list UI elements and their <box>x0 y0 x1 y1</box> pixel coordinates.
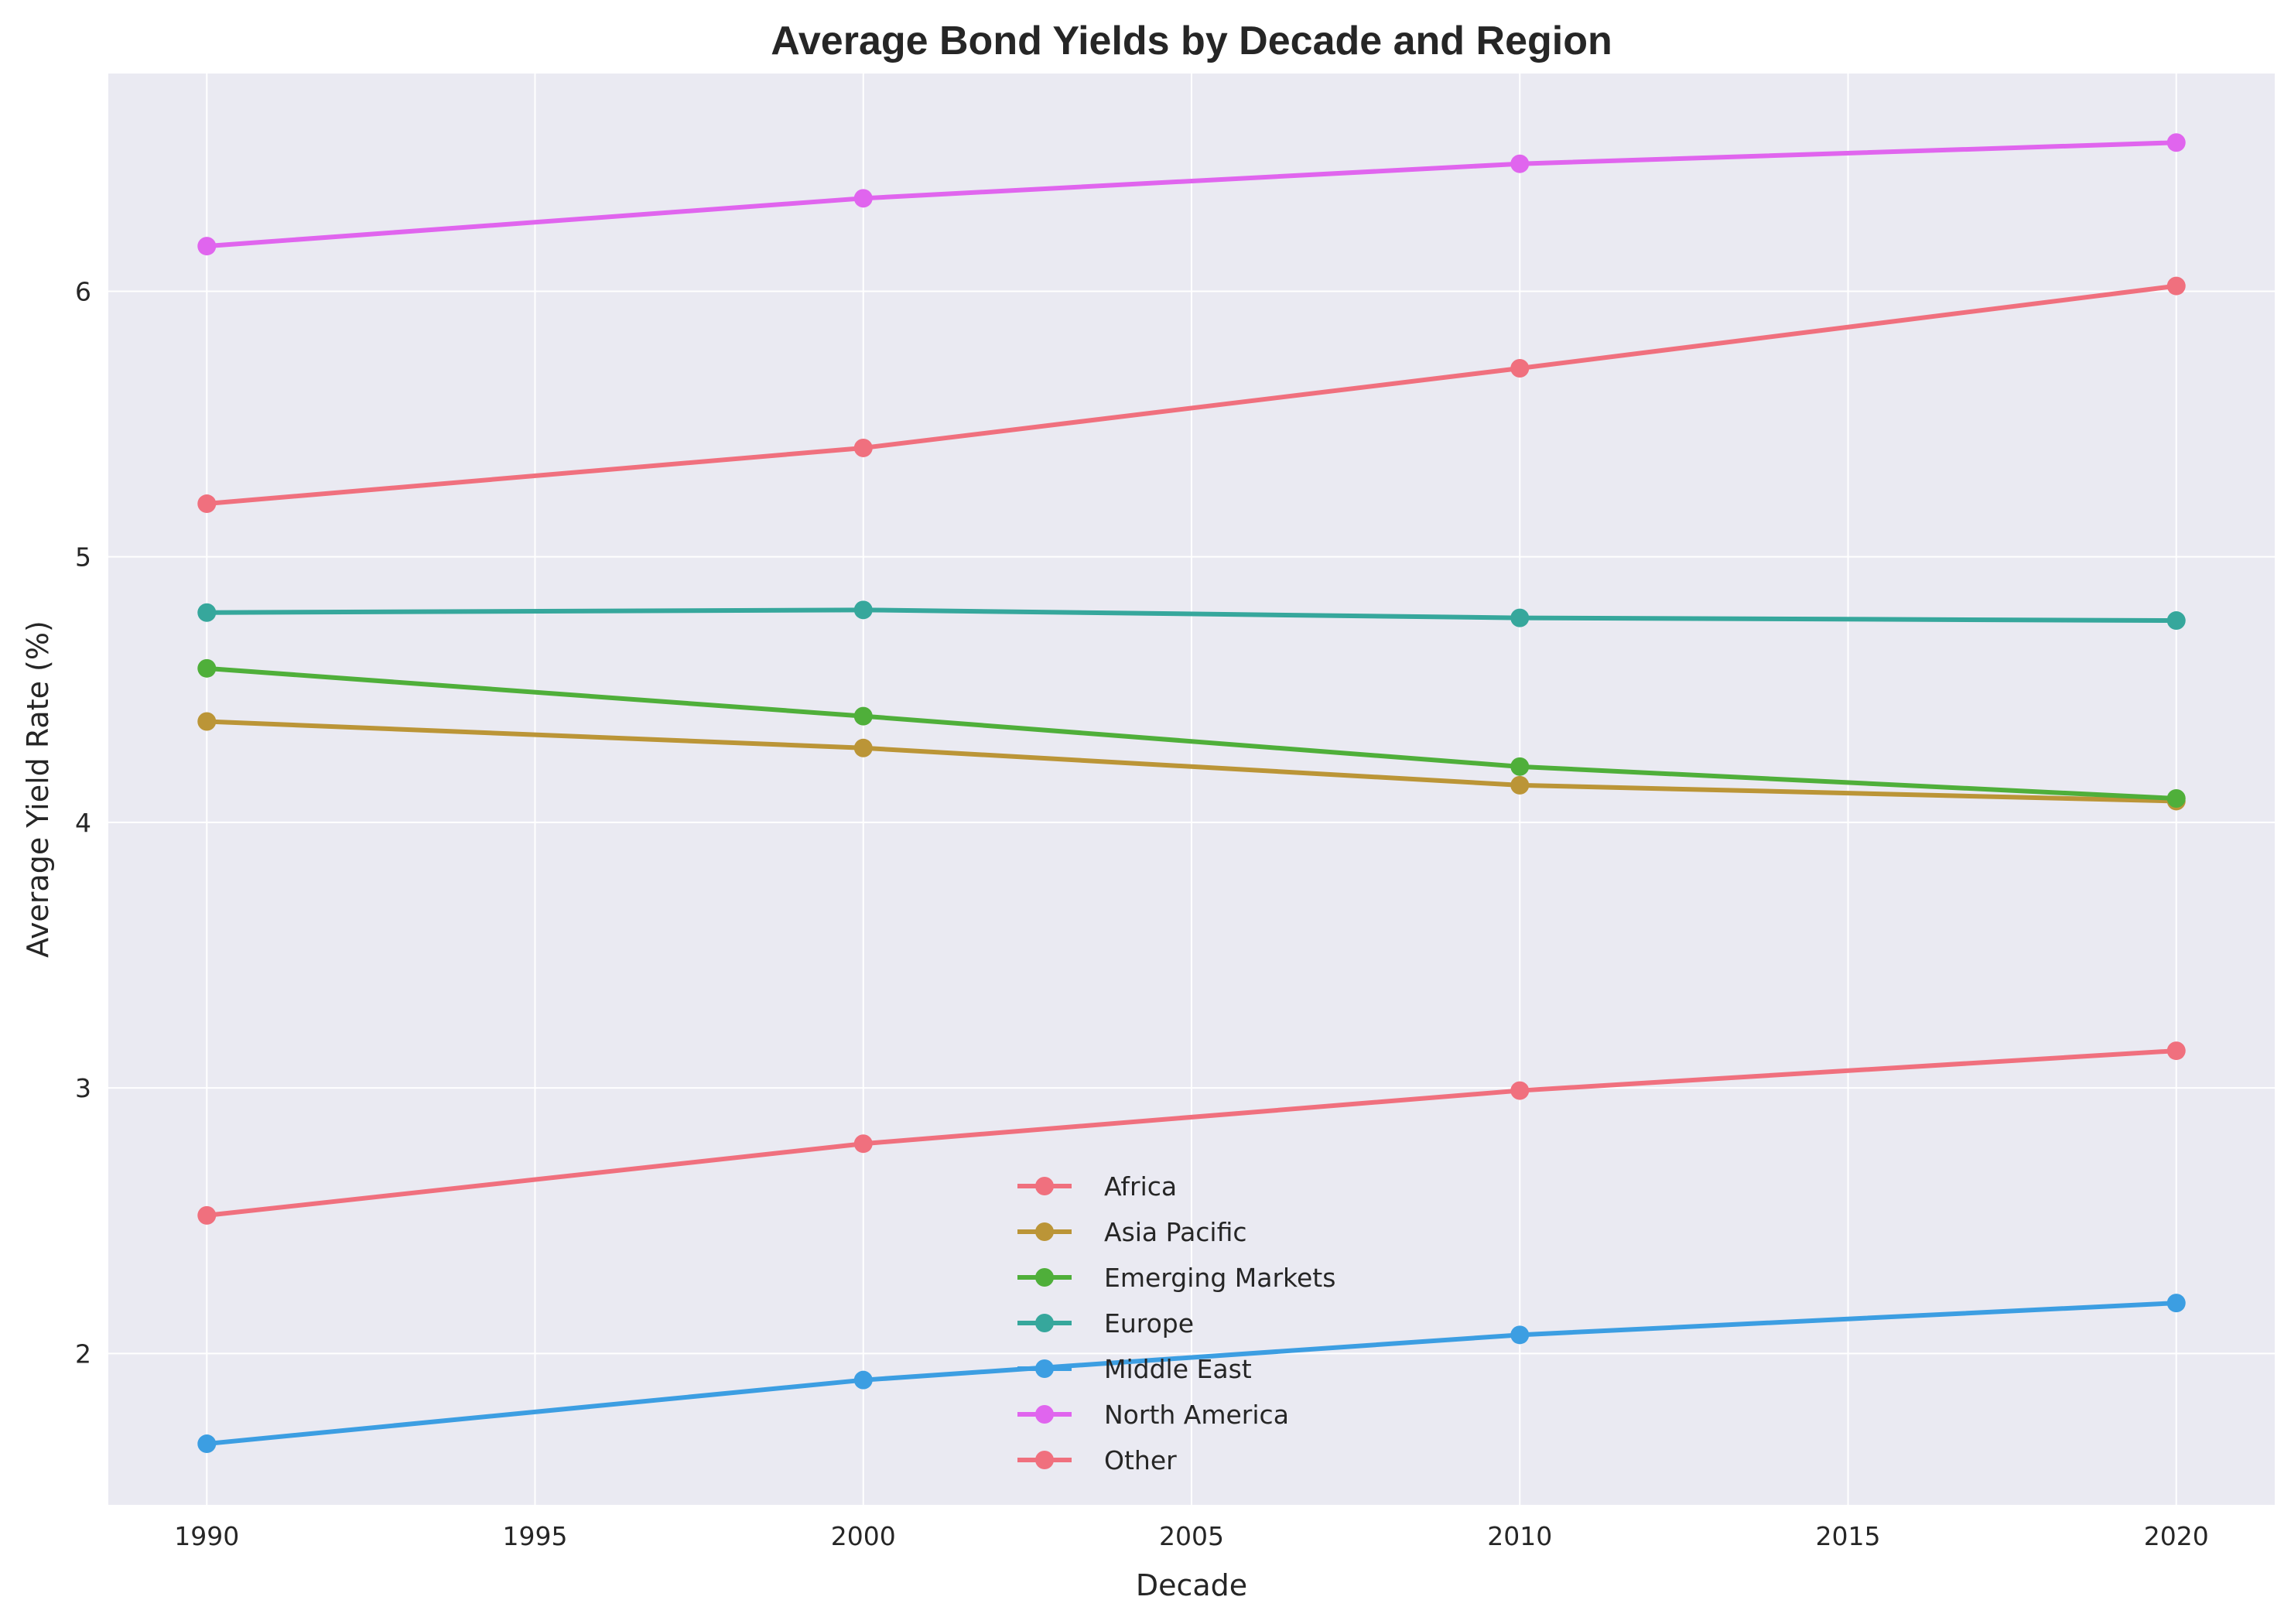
data-point-asia-pacific <box>853 738 873 757</box>
series-other <box>197 1041 2186 1225</box>
data-point-middle-east <box>197 1434 217 1454</box>
legend-label: North America <box>1104 1400 1289 1430</box>
x-tick-label: 2005 <box>1159 1521 1224 1551</box>
y-tick-label: 5 <box>75 542 91 573</box>
series-emerging-markets <box>197 658 2186 809</box>
y-axis-ticks: 2 3 4 5 6 <box>75 276 91 1369</box>
data-point-emerging-markets <box>1510 757 1530 776</box>
series-europe <box>197 600 2186 631</box>
data-point-north-america <box>197 237 217 256</box>
series-lines <box>197 133 2186 1454</box>
legend-label: Europe <box>1104 1308 1194 1339</box>
data-point-other <box>197 1205 217 1225</box>
legend-marker <box>1035 1222 1054 1241</box>
legend-label: Other <box>1104 1445 1177 1475</box>
data-point-africa <box>2166 276 2186 296</box>
legend: Africa Asia Pacific Emerging Markets Europe… <box>1017 1171 1335 1475</box>
series-north-america <box>197 133 2186 256</box>
series-africa <box>197 276 2186 514</box>
x-axis-label: Decade <box>1136 1568 1247 1602</box>
x-tick-label: 2000 <box>831 1521 896 1551</box>
legend-marker <box>1035 1359 1054 1378</box>
data-point-middle-east <box>2166 1294 2186 1313</box>
gridlines <box>108 74 2275 1505</box>
data-point-middle-east <box>1510 1325 1530 1345</box>
data-point-other <box>853 1134 873 1154</box>
data-point-other <box>1510 1081 1530 1100</box>
legend-item-asia-pacific: Asia Pacific <box>1017 1217 1247 1247</box>
x-tick-label: 2020 <box>2144 1521 2209 1551</box>
y-tick-label: 6 <box>75 276 91 306</box>
series-line-north-america <box>204 140 2179 249</box>
x-axis-ticks: 1990 1995 2000 2005 2010 2015 2020 <box>174 1521 2208 1551</box>
series-line-europe <box>204 607 2179 624</box>
legend-item-africa: Africa <box>1017 1171 1177 1202</box>
legend-item-other: Other <box>1017 1445 1177 1475</box>
x-tick-label: 2010 <box>1487 1521 1552 1551</box>
data-point-north-america <box>853 189 873 208</box>
legend-item-middle-east: Middle East <box>1017 1354 1252 1384</box>
data-point-europe <box>197 603 217 622</box>
data-point-europe <box>2166 611 2186 631</box>
legend-marker <box>1035 1405 1054 1424</box>
legend-marker <box>1035 1268 1054 1287</box>
x-tick-label: 1995 <box>503 1521 568 1551</box>
series-middle-east <box>197 1294 2186 1454</box>
data-point-emerging-markets <box>197 658 217 678</box>
data-point-africa <box>197 494 217 514</box>
legend-item-north-america: North America <box>1017 1400 1289 1430</box>
series-line-other <box>204 1048 2179 1218</box>
series-line-africa <box>204 283 2179 507</box>
data-point-middle-east <box>853 1370 873 1390</box>
data-point-europe <box>1510 608 1530 627</box>
chart-title: Average Bond Yields by Decade and Region <box>771 19 1612 63</box>
data-point-emerging-markets <box>2166 789 2186 809</box>
legend-label: Emerging Markets <box>1104 1263 1335 1293</box>
legend-label: Middle East <box>1104 1354 1252 1384</box>
data-point-other <box>2166 1041 2186 1061</box>
data-point-africa <box>1510 358 1530 378</box>
data-point-north-america <box>1510 154 1530 173</box>
data-point-europe <box>853 600 873 620</box>
data-point-emerging-markets <box>853 706 873 726</box>
data-point-africa <box>853 438 873 457</box>
legend-marker <box>1035 1314 1054 1332</box>
legend-label: Asia Pacific <box>1104 1217 1247 1247</box>
legend-item-emerging-markets: Emerging Markets <box>1017 1263 1335 1293</box>
data-point-asia-pacific <box>1510 775 1530 795</box>
series-line-asia-pacific <box>204 719 2179 804</box>
legend-item-europe: Europe <box>1017 1308 1194 1339</box>
legend-marker <box>1035 1177 1054 1195</box>
y-axis-label: Average Yield Rate (%) <box>21 621 55 958</box>
x-tick-label: 2015 <box>1815 1521 1880 1551</box>
legend-marker <box>1035 1451 1054 1469</box>
y-tick-label: 3 <box>75 1073 91 1103</box>
series-line-emerging-markets <box>204 665 2179 802</box>
legend-label: Africa <box>1104 1171 1177 1202</box>
y-tick-label: 2 <box>75 1339 91 1369</box>
data-point-north-america <box>2166 133 2186 152</box>
y-tick-label: 4 <box>75 808 91 838</box>
x-tick-label: 1990 <box>174 1521 239 1551</box>
series-line-middle-east <box>204 1301 2179 1447</box>
data-point-asia-pacific <box>197 712 217 731</box>
